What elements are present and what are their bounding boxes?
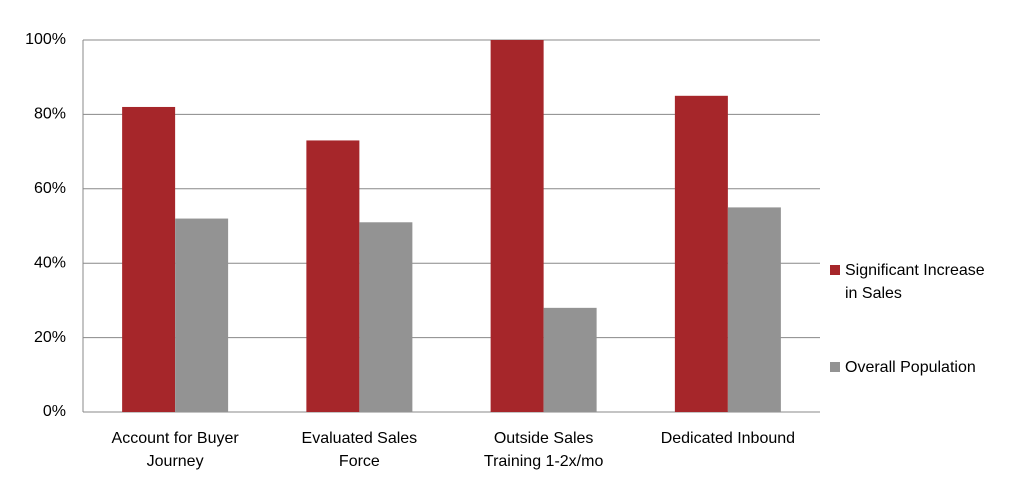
bar bbox=[122, 106, 176, 413]
bar bbox=[306, 140, 360, 412]
y-tick-label: 100% bbox=[25, 31, 66, 48]
legend-label: Overall Population bbox=[845, 358, 976, 376]
bar bbox=[543, 307, 597, 412]
bar bbox=[359, 222, 413, 412]
x-tick-label: Evaluated Sales Force bbox=[301, 430, 418, 470]
y-tick-label: 80% bbox=[34, 106, 66, 123]
bar bbox=[490, 40, 544, 412]
legend-swatch bbox=[830, 362, 840, 372]
legend-swatch bbox=[830, 265, 840, 275]
x-tick-label: Account for Buyer Journey bbox=[111, 430, 239, 470]
y-tick-label: 60% bbox=[34, 180, 66, 197]
y-tick-label: 0% bbox=[43, 403, 66, 420]
bar bbox=[175, 218, 229, 412]
legend-label: Significant Increase in Sales bbox=[845, 261, 985, 302]
y-tick-label: 40% bbox=[34, 254, 66, 271]
bar bbox=[727, 207, 781, 412]
x-tick-label: Dedicated Inbound bbox=[660, 430, 796, 447]
x-tick-label: Outside Sales Training 1-2x/mo bbox=[483, 430, 604, 470]
y-tick-label: 20% bbox=[34, 329, 66, 346]
bar bbox=[674, 95, 728, 413]
